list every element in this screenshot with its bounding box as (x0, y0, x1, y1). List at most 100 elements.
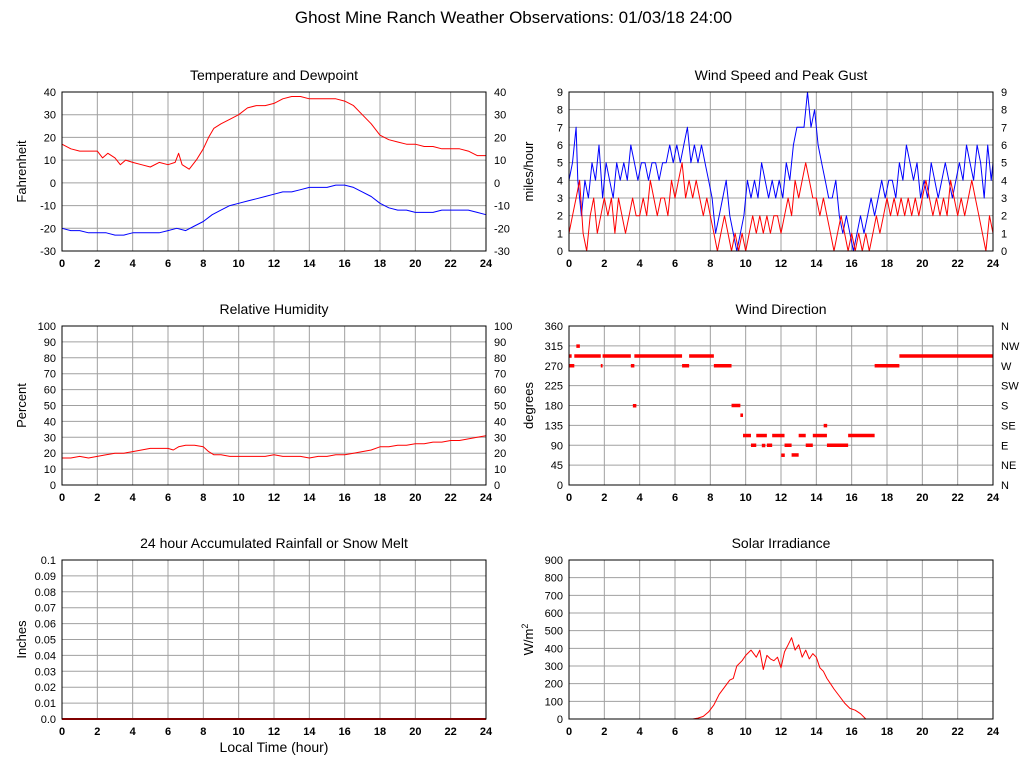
x-tick-label: 20 (916, 726, 928, 738)
y-tick-label: 9 (557, 87, 563, 99)
y-tick-label: 0 (557, 714, 563, 726)
wind-speed-chart: Wind Speed and Peak Gust 0 2 4 6 8 10 12 14 16 18… (521, 67, 1007, 270)
y-tick-label: 700 (545, 590, 563, 602)
x-tick-label: 14 (810, 726, 823, 738)
x-tick-label: 12 (775, 258, 787, 270)
wind-direction-point (781, 453, 785, 457)
chart-title: Solar Irradiance (732, 535, 831, 551)
wind-direction-point (576, 344, 580, 348)
x-tick-label: 0 (59, 258, 65, 270)
y-tick-label: 1 (557, 228, 563, 240)
x-tick-label: 20 (916, 258, 928, 270)
y-axis-label: degrees (521, 382, 536, 429)
y-tick-label: 30 (44, 432, 56, 444)
right-tick-label: W (1001, 361, 1012, 373)
right-tick-label: 20 (494, 448, 506, 460)
x-tick-label: 22 (952, 726, 964, 738)
y-tick-label: 0.07 (35, 603, 56, 615)
y-tick-label: 10 (44, 464, 56, 476)
y-tick-label: 135 (545, 420, 563, 432)
page-title: Ghost Mine Ranch Weather Observations: 0… (294, 8, 733, 27)
y-tick-label: 0.01 (35, 698, 56, 710)
right-tick-label: 9 (1001, 87, 1007, 99)
x-tick-label: 18 (374, 258, 386, 270)
right-tick-label: 20 (494, 132, 506, 144)
y-axis-label: Fahrenheit (14, 140, 29, 203)
y-tick-label: 10 (44, 155, 56, 167)
y-tick-label: 60 (44, 385, 56, 397)
y-tick-label: 800 (545, 573, 563, 585)
y-tick-label: 270 (545, 361, 563, 373)
x-tick-label: 0 (566, 492, 572, 504)
x-tick-label: 2 (601, 726, 607, 738)
x-tick-label: 14 (303, 258, 316, 270)
y-tick-label: 4 (557, 175, 563, 187)
x-tick-label: 14 (303, 726, 316, 738)
rainfall-chart: 24 hour Accumulated Rainfall or Snow Mel… (14, 535, 493, 755)
y-tick-label: 0.02 (35, 682, 56, 694)
x-tick-label: 16 (339, 258, 351, 270)
y-axis-label: Inches (14, 620, 29, 659)
x-tick-label: 6 (672, 726, 678, 738)
x-tick-label: 18 (881, 726, 893, 738)
right-tick-label: 4 (1001, 175, 1007, 187)
right-tick-label: NW (1001, 341, 1020, 353)
right-tick-label: SW (1001, 381, 1019, 393)
x-tick-label: 8 (707, 726, 713, 738)
x-tick-label: 20 (409, 258, 421, 270)
x-tick-label: 4 (637, 492, 644, 504)
x-tick-label: 6 (165, 258, 171, 270)
plot-frame (61, 325, 487, 486)
x-tick-label: 18 (881, 492, 893, 504)
y-tick-label: 0.09 (35, 571, 56, 583)
y-tick-label: 2 (557, 211, 563, 223)
y-tick-label: 400 (545, 643, 563, 655)
x-tick-label: 22 (445, 492, 457, 504)
right-tick-label: 100 (494, 321, 512, 333)
x-tick-label: 18 (374, 726, 386, 738)
x-tick-label: 4 (130, 726, 137, 738)
x-tick-label: 22 (445, 258, 457, 270)
plot-frame (568, 91, 994, 252)
y-tick-label: 0 (50, 178, 56, 190)
y-axis-label-superscript: 2 (520, 624, 530, 629)
x-tick-label: 22 (952, 258, 964, 270)
x-tick-label: 8 (200, 726, 206, 738)
y-tick-label: 40 (44, 416, 56, 428)
y-tick-label: -30 (40, 246, 56, 258)
chart-title: 24 hour Accumulated Rainfall or Snow Mel… (140, 535, 408, 551)
y-tick-label: 40 (44, 87, 56, 99)
x-tick-label: 2 (94, 726, 100, 738)
x-tick-label: 12 (268, 258, 280, 270)
right-tick-label: SE (1001, 420, 1016, 432)
y-tick-label: 70 (44, 369, 56, 381)
x-tick-label: 0 (566, 726, 572, 738)
x-tick-label: 10 (740, 258, 752, 270)
series-line-relative-humidity (62, 435, 487, 459)
x-tick-label: 24 (987, 492, 1000, 504)
x-tick-label: 12 (775, 726, 787, 738)
right-tick-label: 30 (494, 432, 506, 444)
right-tick-label: -30 (494, 246, 510, 258)
y-tick-label: -10 (40, 201, 56, 213)
humidity-chart: Relative Humidity 0 2 4 6 8 10 12 14 16 18 20 22 240… (14, 301, 512, 504)
x-tick-label: 20 (409, 726, 421, 738)
right-tick-label: 5 (1001, 158, 1007, 170)
x-tick-label: 4 (637, 258, 644, 270)
x-tick-label: 22 (952, 492, 964, 504)
x-tick-label: 0 (59, 492, 65, 504)
plot-frame (568, 325, 994, 486)
y-tick-label: 300 (545, 661, 563, 673)
right-tick-label: 2 (1001, 211, 1007, 223)
x-tick-label: 8 (707, 258, 713, 270)
y-tick-label: 0 (557, 246, 563, 258)
y-tick-label: 100 (545, 696, 563, 708)
y-tick-label: 0.06 (35, 619, 56, 631)
right-tick-label: 10 (494, 155, 506, 167)
plot-frame (61, 91, 487, 252)
y-tick-label: 30 (44, 110, 56, 122)
x-tick-label: 16 (846, 492, 858, 504)
y-tick-label: 0.1 (41, 555, 56, 567)
x-tick-label: 24 (480, 492, 493, 504)
x-tick-label: 16 (339, 726, 351, 738)
